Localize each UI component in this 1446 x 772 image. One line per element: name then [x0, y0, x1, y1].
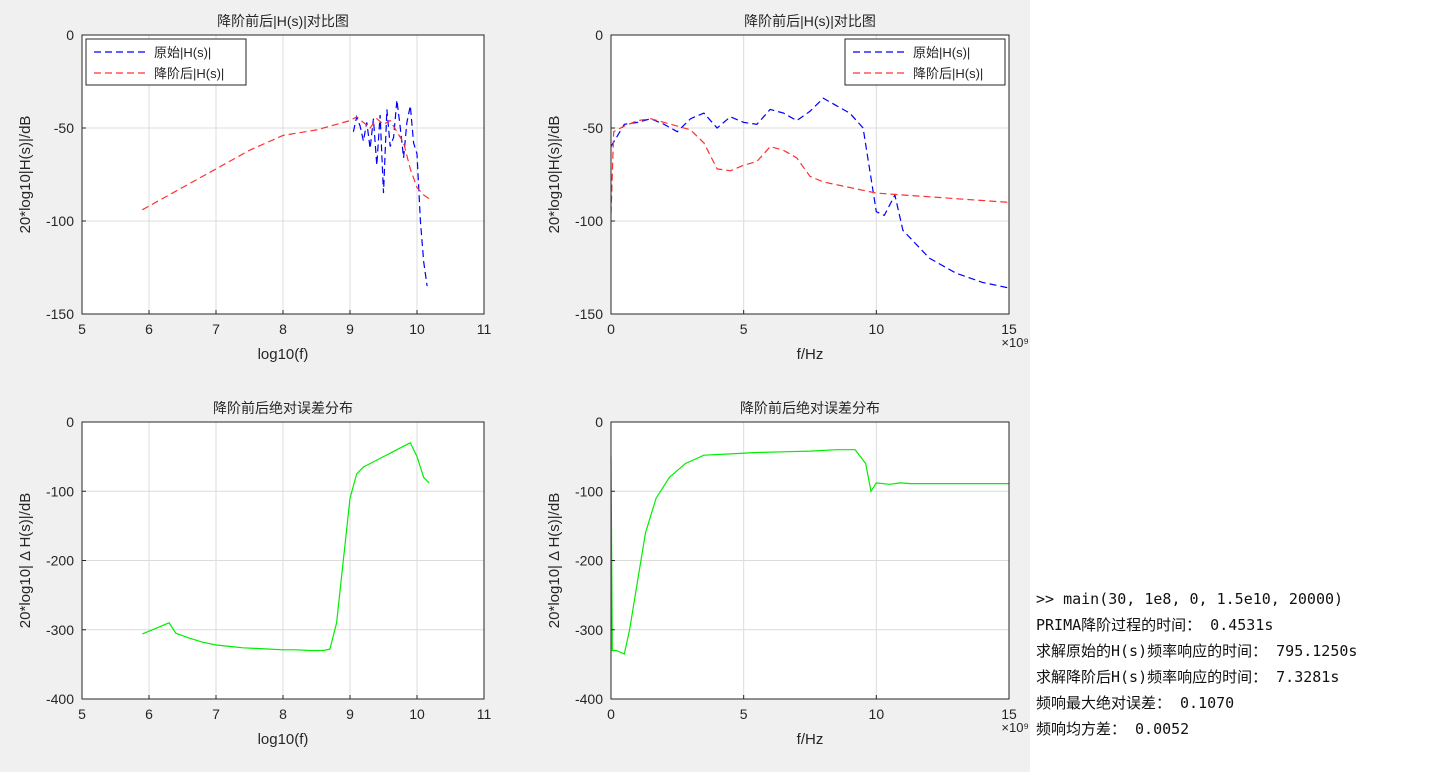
y-tick-label: -300: [46, 622, 74, 638]
x-tick-label: 11: [477, 706, 492, 722]
console-line: >> main(30, 1e8, 0, 1.5e10, 20000): [1036, 590, 1344, 608]
y-axis-label: 20*log10|H(s)|/dB: [546, 116, 563, 234]
x-tick-label: 9: [346, 706, 354, 722]
series-line: [142, 441, 430, 652]
command-window: >> main(30, 1e8, 0, 1.5e10, 20000) PRIMA…: [1036, 586, 1446, 742]
series-line: [610, 449, 1009, 655]
x-tick-label: 5: [78, 706, 86, 722]
y-tick-label: -100: [575, 213, 603, 229]
x-tick-label: 0: [607, 321, 615, 337]
x-tick-label: 5: [78, 321, 86, 337]
x-exponent-label: ×10⁹: [1001, 335, 1029, 350]
y-tick-label: 0: [595, 414, 603, 430]
y-tick-label: -150: [575, 306, 603, 322]
x-tick-label: 8: [279, 321, 287, 337]
chart-title: 降阶前后|H(s)|对比图: [744, 13, 876, 29]
x-tick-label: 15: [1001, 706, 1017, 722]
y-tick-label: -200: [575, 553, 603, 569]
y-axis-label: 20*log10| Δ H(s)|/dB: [17, 493, 34, 628]
console-line: 频响最大绝对误差： 0.1070: [1036, 694, 1235, 712]
x-tick-label: 9: [346, 321, 354, 337]
series-line: [352, 100, 428, 287]
console-line: 频响均方差： 0.0052: [1036, 720, 1190, 738]
x-tick-label: 10: [409, 706, 425, 722]
plot-magnitude-log: 5 6 7 8 9 10 11 0 -50 -100 -150 降阶前后|H(s)|对比图 log10(…: [17, 13, 1029, 748]
x-exponent-label: ×10⁹: [1001, 720, 1029, 735]
x-tick-label: 0: [607, 706, 615, 722]
y-tick-label: -100: [575, 483, 603, 499]
x-tick-label: 11: [477, 321, 492, 337]
x-tick-label: 10: [869, 706, 885, 722]
console-line: 求解降阶后H(s)频率响应的时间： 7.3281s: [1036, 668, 1340, 686]
x-tick-label: 5: [740, 706, 748, 722]
figure-window: 5 6 7 8 9 10 11 0 -50 -100 -150 降阶前后|H(s)|对比图 log10(…: [0, 0, 1030, 772]
legend-label: 原始|H(s)|: [913, 45, 970, 60]
x-tick-label: 8: [279, 706, 287, 722]
y-tick-label: -50: [54, 120, 74, 136]
y-tick-label: 0: [66, 414, 74, 430]
x-axis-label: log10(f): [258, 346, 309, 363]
y-tick-label: 0: [66, 27, 74, 43]
x-tick-label: 5: [740, 321, 748, 337]
console-line: 求解原始的H(s)频率响应的时间： 795.1250s: [1036, 642, 1358, 660]
y-axis-label: 20*log10|H(s)|/dB: [17, 116, 34, 234]
y-tick-label: 0: [595, 27, 603, 43]
y-tick-label: -50: [583, 120, 603, 136]
y-axis-label: 20*log10| Δ H(s)|/dB: [546, 493, 563, 628]
y-tick-label: -400: [46, 691, 74, 707]
y-tick-label: -150: [46, 306, 74, 322]
x-axis-label: f/Hz: [797, 731, 824, 748]
legend-label: 降阶后|H(s)|: [913, 66, 983, 81]
y-tick-label: -300: [575, 622, 603, 638]
y-tick-label: -400: [575, 691, 603, 707]
y-tick-label: -200: [46, 553, 74, 569]
y-tick-label: -100: [46, 213, 74, 229]
legend-box: [85, 38, 247, 86]
x-tick-label: 10: [869, 321, 885, 337]
chart-title: 降阶前后绝对误差分布: [740, 400, 880, 416]
chart-title: 降阶前后绝对误差分布: [213, 400, 353, 416]
legend-label: 降阶后|H(s)|: [154, 66, 224, 81]
x-tick-label: 6: [145, 321, 153, 337]
x-axis-label: f/Hz: [797, 346, 824, 363]
series-line: [610, 118, 1010, 214]
legend-label: 原始|H(s)|: [154, 45, 211, 60]
chart-title: 降阶前后|H(s)|对比图: [217, 13, 349, 29]
x-axis-label: log10(f): [258, 731, 309, 748]
legend-box: [844, 38, 1006, 86]
series-line: [142, 116, 430, 211]
x-tick-label: 10: [409, 321, 425, 337]
x-tick-label: 15: [1001, 321, 1017, 337]
x-tick-label: 7: [212, 321, 220, 337]
console-line: PRIMA降阶过程的时间： 0.4531s: [1036, 616, 1274, 634]
series-line: [610, 97, 1010, 289]
x-tick-label: 7: [212, 706, 220, 722]
axes-box: [610, 34, 1010, 315]
x-tick-label: 6: [145, 706, 153, 722]
y-tick-label: -100: [46, 483, 74, 499]
